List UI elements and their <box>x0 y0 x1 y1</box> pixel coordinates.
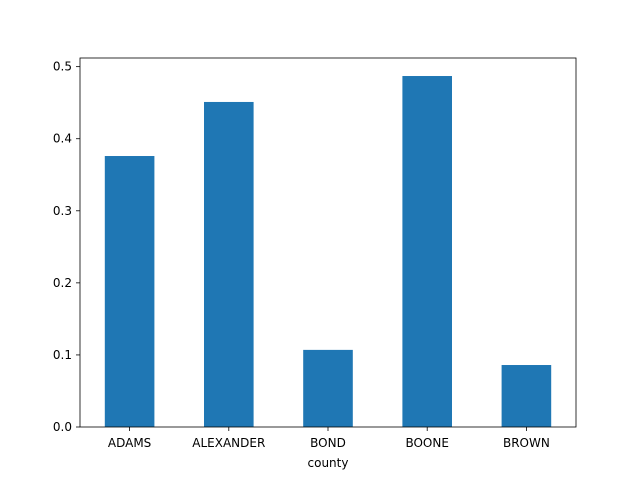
y-axis-ticks: 0.0 0.1 0.2 0.3 0.4 0.5 <box>53 60 80 434</box>
bar-boone <box>402 76 452 427</box>
y-tick-label: 0.1 <box>53 348 72 362</box>
x-tick-label: BOND <box>310 436 346 450</box>
x-axis-label: county <box>308 456 349 470</box>
bar-adams <box>104 156 155 427</box>
x-tick-label: ALEXANDER <box>192 436 265 450</box>
y-tick-label: 0.5 <box>53 60 72 74</box>
y-tick-label: 0.2 <box>53 276 72 290</box>
x-axis-ticks: ADAMS ALEXANDER BOND BOONE BROWN <box>108 427 550 450</box>
x-tick-label: BOONE <box>405 436 448 450</box>
x-tick-label: ADAMS <box>108 436 151 450</box>
y-tick-label: 0.3 <box>53 204 72 218</box>
bars-layer <box>104 76 552 427</box>
bar-alexander <box>204 101 254 427</box>
bar-brown <box>501 365 552 427</box>
bar-bond <box>303 349 353 427</box>
y-tick-label: 0.4 <box>53 132 72 146</box>
y-tick-label: 0.0 <box>53 420 72 434</box>
x-tick-label: BROWN <box>503 436 550 450</box>
